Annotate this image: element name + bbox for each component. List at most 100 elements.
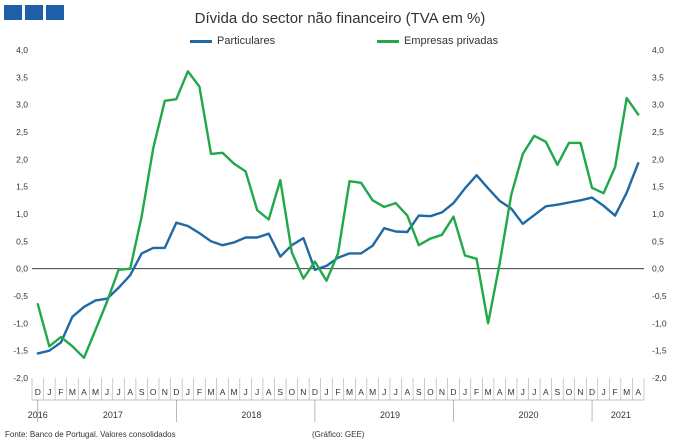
logo-square [25, 5, 43, 20]
month-label: N [577, 387, 583, 397]
source-note: Fonte: Banco de Portugal. Valores consol… [5, 430, 176, 439]
y-tick-label: -1,5 [13, 346, 28, 356]
month-label: A [404, 387, 410, 397]
month-label: D [450, 387, 456, 397]
y2-tick-label: 3,5 [652, 72, 664, 82]
month-label: S [139, 387, 145, 397]
month-label: N [439, 387, 445, 397]
month-label: A [127, 387, 133, 397]
month-label: J [105, 387, 109, 397]
month-label: J [47, 387, 51, 397]
month-label: D [173, 387, 179, 397]
month-label: J [324, 387, 328, 397]
y-tick-label: 0,5 [16, 236, 28, 246]
y-tick-label: 0,0 [16, 264, 28, 274]
legend-item-particulares: Particulares [190, 35, 275, 47]
month-label: J [243, 387, 247, 397]
year-label: 2020 [519, 410, 539, 420]
month-label: J [186, 387, 190, 397]
year-label: 2017 [103, 410, 123, 420]
month-label: M [623, 387, 630, 397]
y-tick-label: 2,5 [16, 127, 28, 137]
series-line-empresas-privadas [36, 70, 640, 359]
month-label: S [416, 387, 422, 397]
month-label: F [474, 387, 479, 397]
month-label: A [635, 387, 641, 397]
legend-swatch [190, 39, 212, 43]
y2-tick-label: 1,5 [652, 182, 664, 192]
y-tick-label: -0,5 [13, 291, 28, 301]
legend-label: Particulares [217, 35, 276, 47]
y2-tick-label: 2,5 [652, 127, 664, 137]
legend-item-empresas-privadas: Empresas privadas [377, 35, 498, 47]
y-tick-label: 4,0 [16, 45, 28, 55]
logo-square [4, 5, 22, 20]
y2-tick-label: 4,0 [652, 45, 664, 55]
y-tick-label: 1,5 [16, 182, 28, 192]
month-label: N [300, 387, 306, 397]
y2-tick-label: 2,0 [652, 154, 664, 164]
y2-tick-label: -0,5 [652, 291, 667, 301]
month-label: J [394, 387, 398, 397]
month-label: M [346, 387, 353, 397]
month-label: D [589, 387, 595, 397]
y2-tick-label: 0,0 [652, 264, 664, 274]
month-label: F [613, 387, 618, 397]
month-label: A [81, 387, 87, 397]
y2-tick-label: -1,0 [652, 318, 667, 328]
year-label: 2019 [380, 410, 400, 420]
y-tick-label: -2,0 [13, 373, 28, 383]
month-label: A [266, 387, 272, 397]
month-label: J [463, 387, 467, 397]
y2-tick-label: -2,0 [652, 373, 667, 383]
y2-tick-label: 1,0 [652, 209, 664, 219]
year-label: 2016 [28, 410, 48, 420]
y-tick-label: 3,5 [16, 72, 28, 82]
month-label: J [601, 387, 605, 397]
logo-square [46, 5, 64, 20]
y-tick-label: 1,0 [16, 209, 28, 219]
month-label: F [197, 387, 202, 397]
month-label: F [58, 387, 63, 397]
month-label: M [508, 387, 515, 397]
month-label: J [532, 387, 536, 397]
year-label: 2021 [611, 410, 631, 420]
chart-legend: Particulares Empresas privadas [0, 35, 680, 51]
month-label: M [207, 387, 214, 397]
month-label: S [277, 387, 283, 397]
month-label: O [288, 387, 295, 397]
month-label: M [92, 387, 99, 397]
y2-tick-label: 0,5 [652, 236, 664, 246]
month-label: D [35, 387, 41, 397]
month-label: F [335, 387, 340, 397]
series-line-particulares [36, 161, 640, 355]
month-label: M [369, 387, 376, 397]
month-label: M [231, 387, 238, 397]
month-label: J [521, 387, 525, 397]
month-label: A [497, 387, 503, 397]
month-label: D [312, 387, 318, 397]
month-label: M [485, 387, 492, 397]
year-label: 2018 [241, 410, 261, 420]
y-tick-label: 2,0 [16, 154, 28, 164]
month-label: A [220, 387, 226, 397]
y-tick-label: -1,0 [13, 318, 28, 328]
month-label: M [69, 387, 76, 397]
month-label: J [255, 387, 259, 397]
y2-tick-label: -1,5 [652, 346, 667, 356]
month-label: S [555, 387, 561, 397]
credit-note: (Gráfico: GEE) [312, 430, 365, 439]
y-tick-label: 3,0 [16, 100, 28, 110]
month-label: N [162, 387, 168, 397]
legend-label: Empresas privadas [404, 35, 499, 47]
month-label: A [543, 387, 549, 397]
month-label: A [358, 387, 364, 397]
month-label: J [116, 387, 120, 397]
month-label: J [382, 387, 386, 397]
chart-title: Dívida do sector não financeiro (TVA em … [194, 10, 486, 27]
y2-tick-label: 3,0 [652, 100, 664, 110]
month-label: O [427, 387, 434, 397]
month-label: O [150, 387, 157, 397]
